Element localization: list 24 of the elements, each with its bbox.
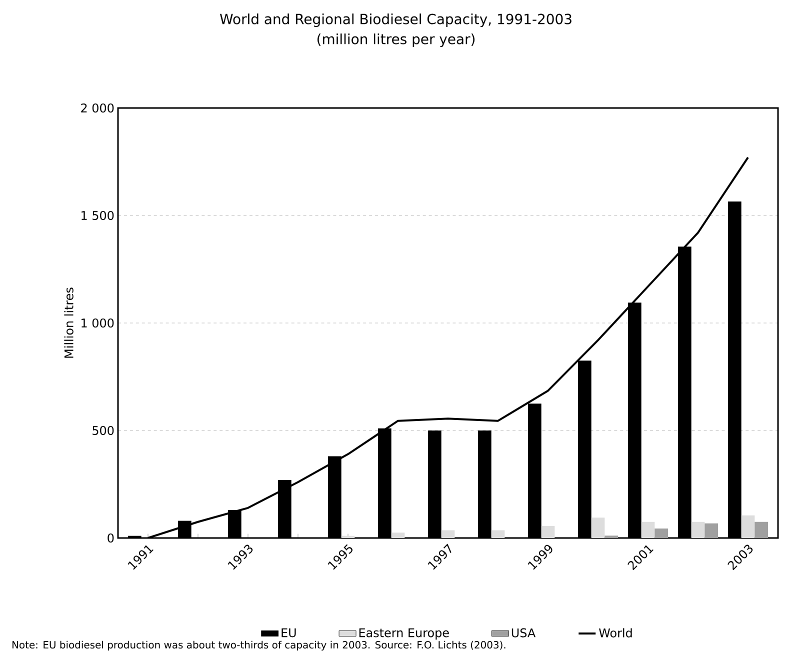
text: Note: EU biodiesel production was about two-thirds of capacity in 2003. Source: F.O. Lichts (2003). [12,640,506,650]
bar [704,523,718,538]
legend-label: Eastern Europe [359,628,449,640]
y-axis-title: Million litres [64,288,74,358]
y-tick-label: 1 000 [82,318,114,328]
bar [654,528,668,538]
legend-label: World [599,628,632,638]
bar [741,515,755,538]
bar [641,522,655,538]
chart-title: World and Regional Biodiesel Capacity, 1991-2003 [220,14,572,28]
y-tick-label: 0 [108,533,114,543]
chart-subtitle: (million litres per year) [317,34,475,48]
bar [491,530,505,538]
y-tick-label: 1 500 [82,210,114,220]
y-tick-label: 2 000 [81,103,114,113]
bar [441,530,455,538]
bar [391,532,405,538]
legend-label: USA [512,628,536,638]
bar [691,522,705,538]
bar [591,518,605,538]
legend-label: EU [282,628,296,638]
bar [754,522,768,538]
bar [541,526,555,538]
y-tick-label: 500 [92,426,114,436]
